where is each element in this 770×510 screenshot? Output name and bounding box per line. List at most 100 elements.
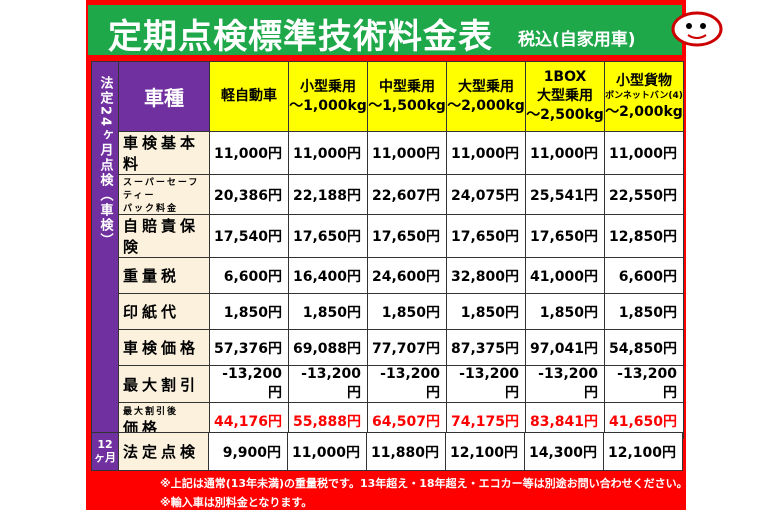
price-cell: 41,000円 [525, 257, 605, 294]
price-cell: 6,600円 [604, 257, 684, 294]
column-header: 中型乗用 ～1,500kg [367, 61, 447, 132]
price-cell: 22,550円 [604, 174, 684, 215]
mascot-icon [671, 11, 723, 47]
row-label: 車検価格 [118, 329, 210, 366]
row-label: 車検基本料 [118, 131, 210, 175]
table-row: 自賠責保険 17,540円 17,650円 17,650円 17,650円 17,650円… [92, 214, 684, 258]
price-cell: 11,000円 [288, 131, 368, 175]
price-cell: 12,100円 [603, 432, 683, 471]
column-header-line: 大型乗用 [537, 88, 593, 105]
price-cell: -13,200円 [525, 365, 605, 403]
row-label-line: スーパーセーフティー [123, 178, 200, 201]
price-cell: -13,200円 [446, 365, 526, 403]
price-cell: -13,200円 [604, 365, 684, 403]
price-cell: 11,000円 [287, 432, 367, 471]
row-label: スーパーセーフティー パック料金 [118, 174, 210, 215]
price-cell: 1,850円 [446, 293, 526, 330]
price-cell: -13,200円 [367, 365, 447, 403]
column-header-line: 軽自動車 [221, 88, 277, 105]
column-header: 小型乗用 ～1,000kg [288, 61, 368, 132]
row-label-text: 車検価格 [123, 339, 200, 357]
column-header: 大型乗用 ～2,000kg [446, 61, 526, 132]
row-label-text: 最大割引 [123, 375, 200, 394]
column-header-line: ボンネットバン(4) [605, 91, 683, 102]
table-row: スーパーセーフティー パック料金 20,386円 22,188円 22,607円 24,0… [92, 174, 684, 215]
column-header-line: ～2,000kg [447, 97, 525, 114]
price-cell: -13,200円 [288, 365, 368, 403]
price-cell: 11,000円 [446, 131, 526, 175]
corner-label: 車種 [118, 61, 210, 132]
price-cell: 24,600円 [367, 257, 447, 294]
price-cell: 11,000円 [209, 131, 289, 175]
column-header-line: 大型乗用 [458, 78, 514, 95]
column-header-line: 1BOX [543, 69, 587, 86]
price-cell: 1,850円 [525, 293, 605, 330]
row-label: 重量税 [118, 257, 210, 294]
row-label: 印紙代 [118, 293, 210, 330]
side-label: 法定24ヶ月点検（車検） [97, 76, 113, 249]
row-label: 自賠責保険 [118, 214, 210, 258]
table-row: 印紙代 1,850円 1,850円 1,850円 1,850円 1,850円 1,850円 [92, 293, 684, 330]
column-header: 1BOX 大型乗用 ～2,500kg [525, 61, 605, 132]
column-header-line: ～1,000kg [289, 97, 367, 114]
price-cell: 12,850円 [604, 214, 684, 258]
table-row: 最大割引 -13,200円 -13,200円 -13,200円 -13,200円 -13,… [92, 365, 684, 403]
column-header-line: ～2,500kg [526, 106, 604, 123]
price-cell: 11,000円 [604, 131, 684, 175]
price-cell: 1,850円 [604, 293, 684, 330]
price-cell: 9,900円 [208, 432, 288, 471]
price-cell: 32,800円 [446, 257, 526, 294]
price-cell: 17,540円 [209, 214, 289, 258]
side-cell: 法定24ヶ月点検（車検） [91, 61, 119, 439]
price-cell: 6,600円 [209, 257, 289, 294]
row-label-text: 車検基本料 [123, 134, 200, 173]
price-cell: 1,850円 [209, 293, 289, 330]
price-cell: 1,850円 [367, 293, 447, 330]
price-cell: 24,075円 [446, 174, 526, 215]
column-header-line: ～2,000kg [605, 103, 683, 120]
row-label-line: 最大割引後 [123, 406, 179, 417]
note: ※輸入車は別料金となります。 [160, 496, 313, 509]
column-header-line: 中型乗用 [379, 78, 435, 95]
column-header: 軽自動車 [209, 61, 289, 132]
row-label-text: 自賠責保険 [123, 217, 200, 256]
price-table: 法定24ヶ月点検（車検） 車種 軽自動車 小型乗用 ～1,000kg 中型乗用 ～1,500… [91, 61, 684, 439]
price-cell: -13,200円 [209, 365, 289, 403]
price-cell: 69,088円 [288, 329, 368, 366]
column-header-line: ～1,500kg [368, 97, 446, 114]
side-label: 12ヶ月 [94, 438, 116, 464]
price-cell: 11,880円 [366, 432, 446, 471]
table-row: 重量税 6,600円 16,400円 24,600円 32,800円 41,000円 6,6… [92, 257, 684, 294]
table-row: 車検基本料 11,000円 11,000円 11,000円 11,000円 11,000円… [92, 131, 684, 175]
column-header-line: 小型貨物 [616, 72, 672, 89]
table-row: 車検価格 57,376円 69,088円 77,707円 87,375円 97,041円 5… [92, 329, 684, 366]
header-row: 法定24ヶ月点検（車検） 車種 軽自動車 小型乗用 ～1,000kg 中型乗用 ～1,500… [91, 61, 684, 439]
price-cell: 17,650円 [288, 214, 368, 258]
price-cell: 16,400円 [288, 257, 368, 294]
price-cell: 97,041円 [525, 329, 605, 366]
price-cell: 14,300円 [524, 432, 604, 471]
price-cell: 11,000円 [525, 131, 605, 175]
price-cell: 54,850円 [604, 329, 684, 366]
price-cell: 17,650円 [525, 214, 605, 258]
tax-note: 税込(自家用車) [518, 30, 636, 50]
table-row: 12ヶ月 法定点検 9,900円 11,000円 11,880円 12,100円 14,30… [91, 432, 683, 471]
side-cell: 12ヶ月 [91, 432, 119, 471]
column-header-line: 小型乗用 [300, 78, 356, 95]
row-label-text: 印紙代 [123, 303, 181, 321]
title: 定期点検標準技術料金表 [108, 17, 493, 57]
price-cell: 25,541円 [525, 174, 605, 215]
price-cell: 22,188円 [288, 174, 368, 215]
price-cell: 87,375円 [446, 329, 526, 366]
note: ※上記は通常(13年未満)の重量税です。13年超え・18年超え・エコカー等は別途… [160, 477, 688, 490]
row-label-text: 法定点検 [123, 443, 200, 461]
price-cell: 1,850円 [288, 293, 368, 330]
price-cell: 12,100円 [445, 432, 525, 471]
price-cell: 17,650円 [446, 214, 526, 258]
price-cell: 11,000円 [367, 131, 447, 175]
price-cell: 17,650円 [367, 214, 447, 258]
row-label: 法定点検 [118, 432, 209, 471]
twelve-month-table: 12ヶ月 法定点検 9,900円 11,000円 11,880円 12,100円 14,30… [91, 432, 683, 471]
row-label: 最大割引 [118, 365, 210, 403]
